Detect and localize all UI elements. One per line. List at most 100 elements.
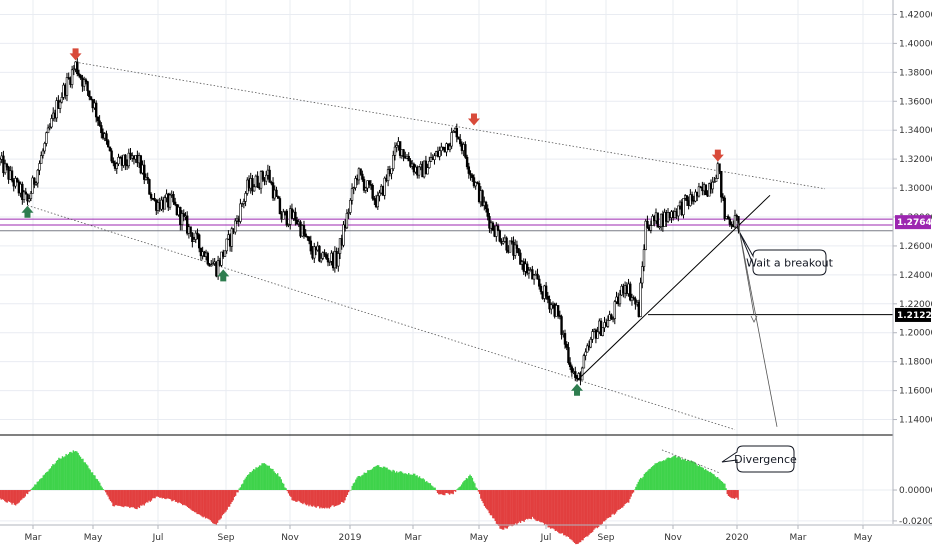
- histogram-bar: [569, 490, 571, 539]
- histogram-bar: [264, 464, 267, 491]
- candle-body: [198, 234, 201, 249]
- histogram-bar: [204, 490, 207, 519]
- candle-body: [390, 168, 393, 174]
- candle-body: [60, 97, 64, 103]
- histogram-bar: [504, 490, 506, 528]
- histogram-bar: [696, 465, 698, 491]
- candle-body: [194, 232, 197, 240]
- histogram-bar: [731, 490, 733, 499]
- candle-body: [433, 155, 436, 161]
- candle-body: [383, 177, 386, 196]
- histogram-bar: [462, 482, 464, 491]
- histogram-bar: [422, 478, 424, 491]
- candle-body: [563, 333, 567, 345]
- histogram-bar: [617, 490, 619, 510]
- histogram-bar: [297, 490, 299, 501]
- histogram-bar: [278, 476, 280, 491]
- histogram-bar: [646, 471, 648, 491]
- histogram-bar: [376, 465, 379, 491]
- histogram-bar: [620, 490, 623, 508]
- histogram-bar: [458, 487, 460, 491]
- candle-body: [704, 184, 708, 196]
- histogram-bar: [162, 490, 165, 498]
- histogram-bar: [579, 490, 582, 543]
- histogram-bar: [174, 490, 177, 502]
- histogram-bar: [78, 455, 81, 491]
- histogram-bar: [385, 467, 387, 491]
- histogram-bar: [406, 474, 409, 491]
- histogram-bar: [100, 485, 102, 491]
- histogram-bar: [505, 490, 507, 529]
- histogram-bar: [328, 490, 331, 509]
- histogram-bar: [565, 490, 567, 537]
- histogram-bar: [489, 490, 492, 516]
- histogram-bar: [263, 463, 266, 491]
- histogram-bar: [141, 490, 143, 506]
- histogram-bar: [131, 490, 133, 508]
- histogram-bar: [703, 469, 706, 491]
- histogram-bar: [282, 483, 285, 491]
- histogram-bar: [442, 490, 445, 496]
- candle-body: [325, 254, 328, 259]
- histogram-bar: [94, 475, 96, 491]
- histogram-bar: [726, 490, 728, 495]
- candle-body: [14, 178, 17, 187]
- histogram-bar: [202, 490, 204, 518]
- candle-body: [89, 96, 93, 100]
- histogram-bar: [64, 456, 66, 491]
- candle-body: [464, 144, 467, 158]
- candle-body: [618, 294, 622, 305]
- histogram-bar: [476, 488, 478, 491]
- histogram-bar: [331, 490, 333, 506]
- histogram-bar: [624, 490, 626, 505]
- histogram-bar: [137, 490, 139, 508]
- histogram-bar: [564, 490, 566, 536]
- histogram-bar: [433, 487, 435, 491]
- histogram-bar: [102, 489, 105, 491]
- histogram-bar: [517, 490, 519, 524]
- candle-body: [658, 226, 661, 229]
- histogram-bar: [380, 467, 382, 491]
- histogram-bar: [352, 483, 355, 491]
- histogram-bar: [472, 481, 475, 491]
- candle-body: [465, 156, 469, 168]
- candle-body: [536, 273, 539, 280]
- histogram-bar: [338, 490, 340, 505]
- candle-body: [86, 81, 89, 92]
- candle-body: [737, 216, 740, 230]
- histogram-bar: [63, 457, 65, 491]
- histogram-bar: [203, 490, 206, 517]
- histogram-bar: [75, 451, 77, 491]
- histogram-bar: [647, 470, 649, 491]
- histogram-bar: [409, 474, 411, 491]
- histogram-bar: [625, 490, 628, 504]
- histogram-bar: [441, 490, 444, 495]
- histogram-bar: [676, 457, 678, 491]
- candle-body: [108, 146, 112, 152]
- histogram-bar: [16, 490, 18, 505]
- candle-body: [634, 298, 637, 305]
- histogram-bar: [418, 476, 421, 491]
- histogram-bar: [623, 490, 625, 506]
- histogram-bar: [11, 490, 13, 505]
- histogram-bar: [72, 450, 75, 491]
- histogram-bar: [154, 490, 156, 499]
- histogram-bar: [177, 490, 179, 504]
- y-tick-label: 1.32000: [899, 155, 932, 165]
- histogram-bar: [82, 458, 84, 491]
- histogram-bar: [161, 490, 163, 499]
- upper-channel-line: [75, 61, 826, 190]
- histogram-bar: [209, 490, 212, 521]
- histogram-bar: [142, 490, 144, 505]
- candle-body: [112, 160, 115, 164]
- histogram-bar: [496, 490, 499, 525]
- histogram-bar: [303, 490, 305, 503]
- histogram-bar: [244, 478, 246, 491]
- histogram-bar: [99, 482, 101, 491]
- histogram-bar: [567, 490, 570, 537]
- candle-body: [309, 240, 313, 252]
- histogram-bar: [527, 490, 529, 520]
- histogram-bar: [488, 490, 490, 514]
- histogram-bar: [356, 477, 358, 491]
